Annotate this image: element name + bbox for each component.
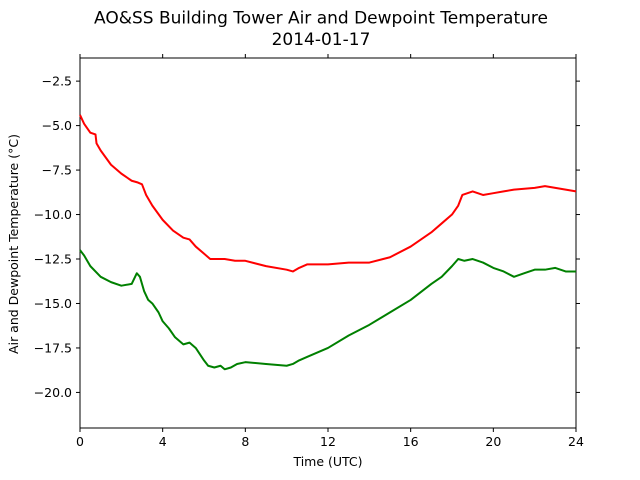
x-tick-label: 20 xyxy=(485,434,501,449)
ticks-layer: 0 4 8 12 16 20 24 −20.0 −17.5 −15.0 −12.5 −10.0 −7.5… xyxy=(34,54,584,449)
y-tick-label: −12.5 xyxy=(34,252,72,267)
y-tick-label: −7.5 xyxy=(42,163,72,178)
x-axis-label: Time (UTC) xyxy=(292,454,362,469)
chart-title: AO&SS Building Tower Air and Dewpoint Te… xyxy=(94,9,548,29)
y-tick-label: −17.5 xyxy=(34,340,72,355)
y-tick-label: −2.5 xyxy=(42,74,72,89)
series-line-2 xyxy=(79,249,576,371)
y-tick-label: −15.0 xyxy=(34,296,72,311)
y-tick-label: −10.0 xyxy=(34,207,72,222)
x-tick-label: 0 xyxy=(76,434,84,449)
plot-frame xyxy=(79,57,577,429)
y-axis-label: Air and Dewpoint Temperature (°C) xyxy=(6,134,21,354)
x-tick-label: 4 xyxy=(159,434,167,449)
y-tick-label: −20.0 xyxy=(34,385,72,400)
chart-subtitle: 2014-01-17 xyxy=(272,30,371,50)
x-tick-label: 12 xyxy=(320,434,336,449)
x-tick-label: 8 xyxy=(241,434,249,449)
x-tick-label: 16 xyxy=(403,434,419,449)
series-layer xyxy=(79,114,577,371)
plot-area xyxy=(79,57,577,429)
series-line-1 xyxy=(79,114,577,273)
y-tick-label: −5.0 xyxy=(42,118,72,133)
x-tick-label: 24 xyxy=(568,434,584,449)
